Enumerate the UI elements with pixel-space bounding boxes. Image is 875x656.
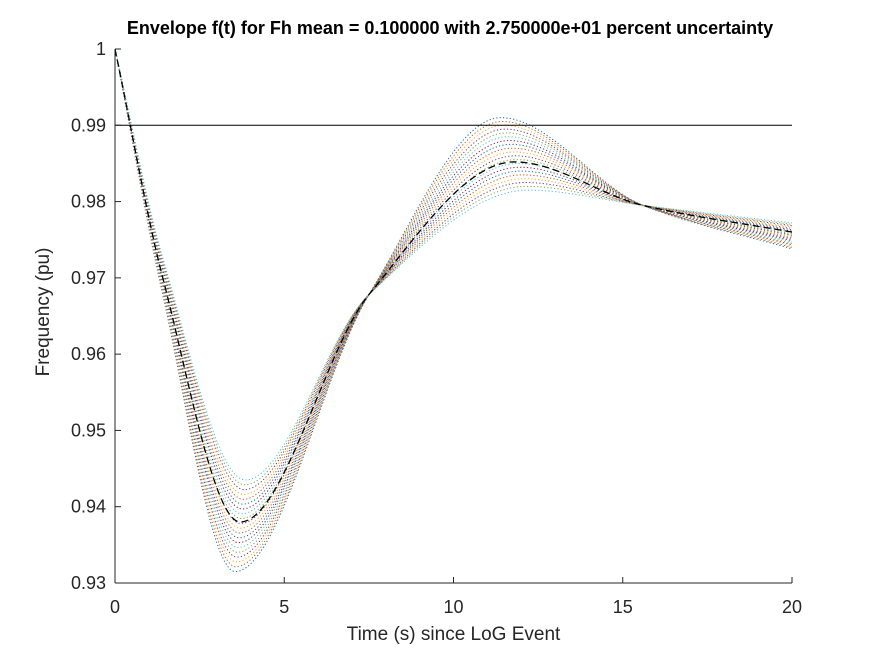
x-axis-label: Time (s) since LoG Event [346, 624, 561, 645]
y-tick-label: 0.96 [71, 344, 106, 364]
ensemble-curve-12 [115, 49, 792, 520]
axes-layer: 0 5 10 15 20 0.93 0.94 0.95 0.96 0.97 0.98 0.99 1 [71, 39, 802, 617]
ensemble-curve-10 [115, 49, 792, 529]
ensemble-curve-6 [115, 49, 792, 548]
x-tick-label: 5 [279, 597, 289, 617]
chart-title: Envelope f(t) for Fh mean = 0.100000 wit… [126, 18, 774, 38]
x-tick-label: 20 [782, 597, 802, 617]
y-tick-label: 0.93 [71, 573, 106, 593]
curve-layer [115, 49, 792, 573]
ensemble-curve-3 [115, 49, 792, 563]
ensemble-curve-5 [115, 49, 792, 553]
x-tick-label: 15 [613, 597, 633, 617]
ensemble-curve-7 [115, 49, 792, 544]
y-tick-label: 0.94 [71, 497, 106, 517]
y-tick-label: 0.97 [71, 268, 106, 288]
y-tick-label: 0.99 [71, 115, 106, 135]
ensemble-curve-8 [115, 49, 792, 539]
mean-curve [115, 49, 792, 523]
ensemble-curve-15 [115, 49, 792, 505]
y-tick-label: 0.98 [71, 192, 106, 212]
ensemble-curve-2 [115, 49, 792, 568]
ensemble-curve-11 [115, 49, 792, 524]
y-tick-label: 1 [96, 39, 106, 59]
ensemble-curve-17 [115, 49, 792, 495]
ensemble-curve-16 [115, 49, 792, 500]
ensemble-curve-19 [115, 49, 792, 486]
y-tick-label: 0.95 [71, 420, 106, 440]
ensemble-curve-18 [115, 49, 792, 491]
ensemble-curve-20 [115, 49, 792, 481]
x-tick-label: 0 [110, 597, 120, 617]
x-tick-label: 10 [443, 597, 463, 617]
ensemble-curve-1 [115, 49, 792, 573]
ensemble-curve-14 [115, 49, 792, 510]
y-axis-label: Frequency (pu) [33, 247, 54, 377]
ensemble-curve-9 [115, 49, 792, 534]
